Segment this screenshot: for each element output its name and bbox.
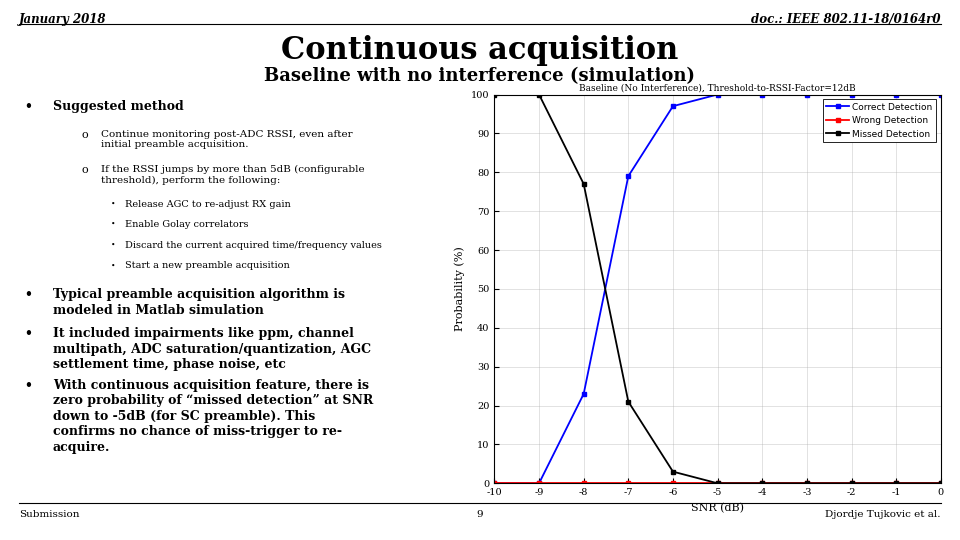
Correct Detection: [534, 480, 545, 487]
Missed Detection: [846, 480, 857, 487]
Wrong Detection: [622, 480, 634, 487]
Missed Detection: [891, 480, 902, 487]
Missed Detection: [578, 181, 589, 187]
Text: With continuous acquisition feature, there is
zero probability of “missed detect: With continuous acquisition feature, the…: [53, 379, 373, 454]
Correct Detection: [712, 91, 724, 98]
Text: o: o: [82, 165, 88, 175]
Wrong Detection: [712, 480, 724, 487]
Correct Detection: [935, 91, 947, 98]
Wrong Detection: [891, 480, 902, 487]
Text: If the RSSI jumps by more than 5dB (configurable
threshold), perform the followi: If the RSSI jumps by more than 5dB (conf…: [101, 165, 365, 185]
Missed Detection: [622, 399, 634, 405]
Missed Detection: [712, 480, 724, 487]
Missed Detection: [489, 91, 500, 98]
Missed Detection: [801, 480, 812, 487]
Text: •: •: [24, 100, 32, 113]
Correct Detection: [622, 173, 634, 179]
Correct Detection: [891, 91, 902, 98]
Line: Correct Detection: Correct Detection: [492, 92, 944, 486]
Wrong Detection: [846, 480, 857, 487]
Text: doc.: IEEE 802.11-18/0164r0: doc.: IEEE 802.11-18/0164r0: [752, 14, 941, 26]
Text: •: •: [24, 288, 32, 301]
Text: 9: 9: [477, 510, 483, 519]
Text: Djordje Tujkovic et al.: Djordje Tujkovic et al.: [826, 510, 941, 519]
Missed Detection: [667, 468, 679, 475]
Correct Detection: [801, 91, 812, 98]
Text: •: •: [24, 379, 32, 392]
Text: Start a new preamble acquisition: Start a new preamble acquisition: [125, 261, 290, 271]
Text: January 2018: January 2018: [19, 14, 107, 26]
Text: Submission: Submission: [19, 510, 80, 519]
Text: o: o: [82, 130, 88, 140]
Wrong Detection: [534, 480, 545, 487]
Legend: Correct Detection, Wrong Detection, Missed Detection: Correct Detection, Wrong Detection, Miss…: [823, 99, 936, 142]
Wrong Detection: [667, 480, 679, 487]
Title: Baseline (No Interference), Threshold-to-RSSI-Factor=12dB: Baseline (No Interference), Threshold-to…: [579, 83, 856, 92]
Text: •: •: [110, 261, 115, 269]
Text: Continuous acquisition: Continuous acquisition: [281, 35, 679, 66]
Correct Detection: [489, 480, 500, 487]
Text: Release AGC to re-adjust RX gain: Release AGC to re-adjust RX gain: [125, 200, 291, 209]
Correct Detection: [846, 91, 857, 98]
Correct Detection: [756, 91, 768, 98]
Line: Wrong Detection: Wrong Detection: [492, 481, 944, 486]
Text: Suggested method: Suggested method: [53, 100, 183, 113]
Missed Detection: [534, 91, 545, 98]
Line: Missed Detection: Missed Detection: [492, 92, 944, 486]
Text: •: •: [24, 327, 32, 340]
Wrong Detection: [489, 480, 500, 487]
Text: •: •: [110, 200, 115, 208]
Text: Enable Golay correlators: Enable Golay correlators: [125, 220, 249, 230]
Text: Baseline with no interference (simulation): Baseline with no interference (simulatio…: [265, 68, 695, 85]
Wrong Detection: [935, 480, 947, 487]
Wrong Detection: [578, 480, 589, 487]
Text: Continue monitoring post-ADC RSSI, even after
initial preamble acquisition.: Continue monitoring post-ADC RSSI, even …: [101, 130, 352, 150]
Missed Detection: [935, 480, 947, 487]
Y-axis label: Probability (%): Probability (%): [455, 247, 466, 331]
Correct Detection: [578, 390, 589, 397]
Text: Discard the current acquired time/frequency values: Discard the current acquired time/freque…: [125, 241, 382, 250]
Text: It included impairments like ppm, channel
multipath, ADC saturation/quantization: It included impairments like ppm, channe…: [53, 327, 371, 371]
Wrong Detection: [801, 480, 812, 487]
Text: •: •: [110, 220, 115, 228]
Text: •: •: [110, 241, 115, 249]
Missed Detection: [756, 480, 768, 487]
X-axis label: SNR (dB): SNR (dB): [691, 503, 744, 513]
Wrong Detection: [756, 480, 768, 487]
Text: Typical preamble acquisition algorithm is
modeled in Matlab simulation: Typical preamble acquisition algorithm i…: [53, 288, 345, 317]
Correct Detection: [667, 103, 679, 110]
